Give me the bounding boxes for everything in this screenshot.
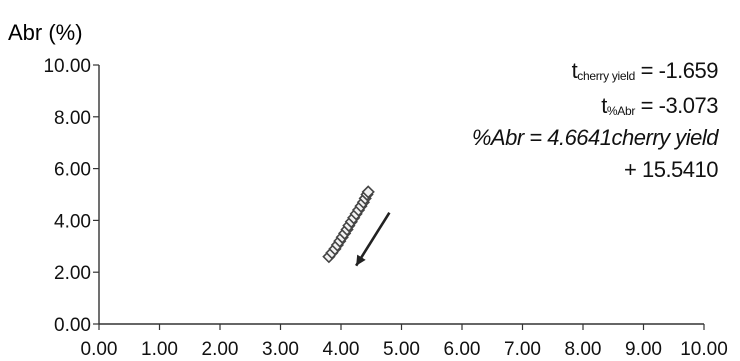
regression-equation-line1: %Abr = 4.6641cherry yield [471, 125, 719, 150]
regression-equation-line2: + 15.5410 [624, 157, 718, 182]
x-tick-label: 7.00 [504, 339, 541, 360]
t-cherry-yield-stat: tcherry yield = -1.659 [571, 58, 719, 83]
arrow-shaft [355, 211, 391, 267]
t-abr-stat: t%Abr = -3.073 [601, 93, 719, 118]
x-tick-label: 1.00 [141, 339, 178, 360]
y-tick-label: 2.00 [54, 263, 91, 284]
x-tick-label: 4.00 [323, 339, 360, 360]
data-point-diamond [361, 185, 375, 199]
x-tick-label: 10.00 [680, 339, 728, 360]
trend-arrow [355, 211, 391, 267]
y-axis-label: Abr (%) [8, 20, 83, 45]
arrow-head [356, 254, 366, 266]
data-points [322, 185, 375, 264]
t-subscript: %Abr [606, 104, 636, 118]
y-tick-label: 6.00 [54, 160, 91, 181]
x-tick-label: 0.00 [81, 339, 118, 360]
y-tick-label: 0.00 [54, 315, 91, 336]
t-symbol: t [601, 93, 607, 118]
y-tick-label: 10.00 [43, 56, 91, 77]
x-tick-label: 8.00 [565, 339, 602, 360]
y-tick-label: 4.00 [54, 211, 91, 232]
t-value: = -3.073 [640, 93, 719, 118]
y-tick-label: 8.00 [54, 108, 91, 129]
x-tick-label: 3.00 [262, 339, 299, 360]
axes: 0.00 2.00 4.00 6.00 8.00 10.00 0.00 1.00 2.00 3.0… [43, 56, 727, 360]
t-value: = -1.659 [640, 58, 719, 83]
x-tick-label: 9.00 [625, 339, 662, 360]
x-tick-label: 5.00 [383, 339, 420, 360]
t-symbol: t [571, 58, 578, 83]
x-tick-label: 6.00 [444, 339, 481, 360]
t-subscript: cherry yield [577, 69, 636, 83]
x-tick-label: 2.00 [202, 339, 239, 360]
